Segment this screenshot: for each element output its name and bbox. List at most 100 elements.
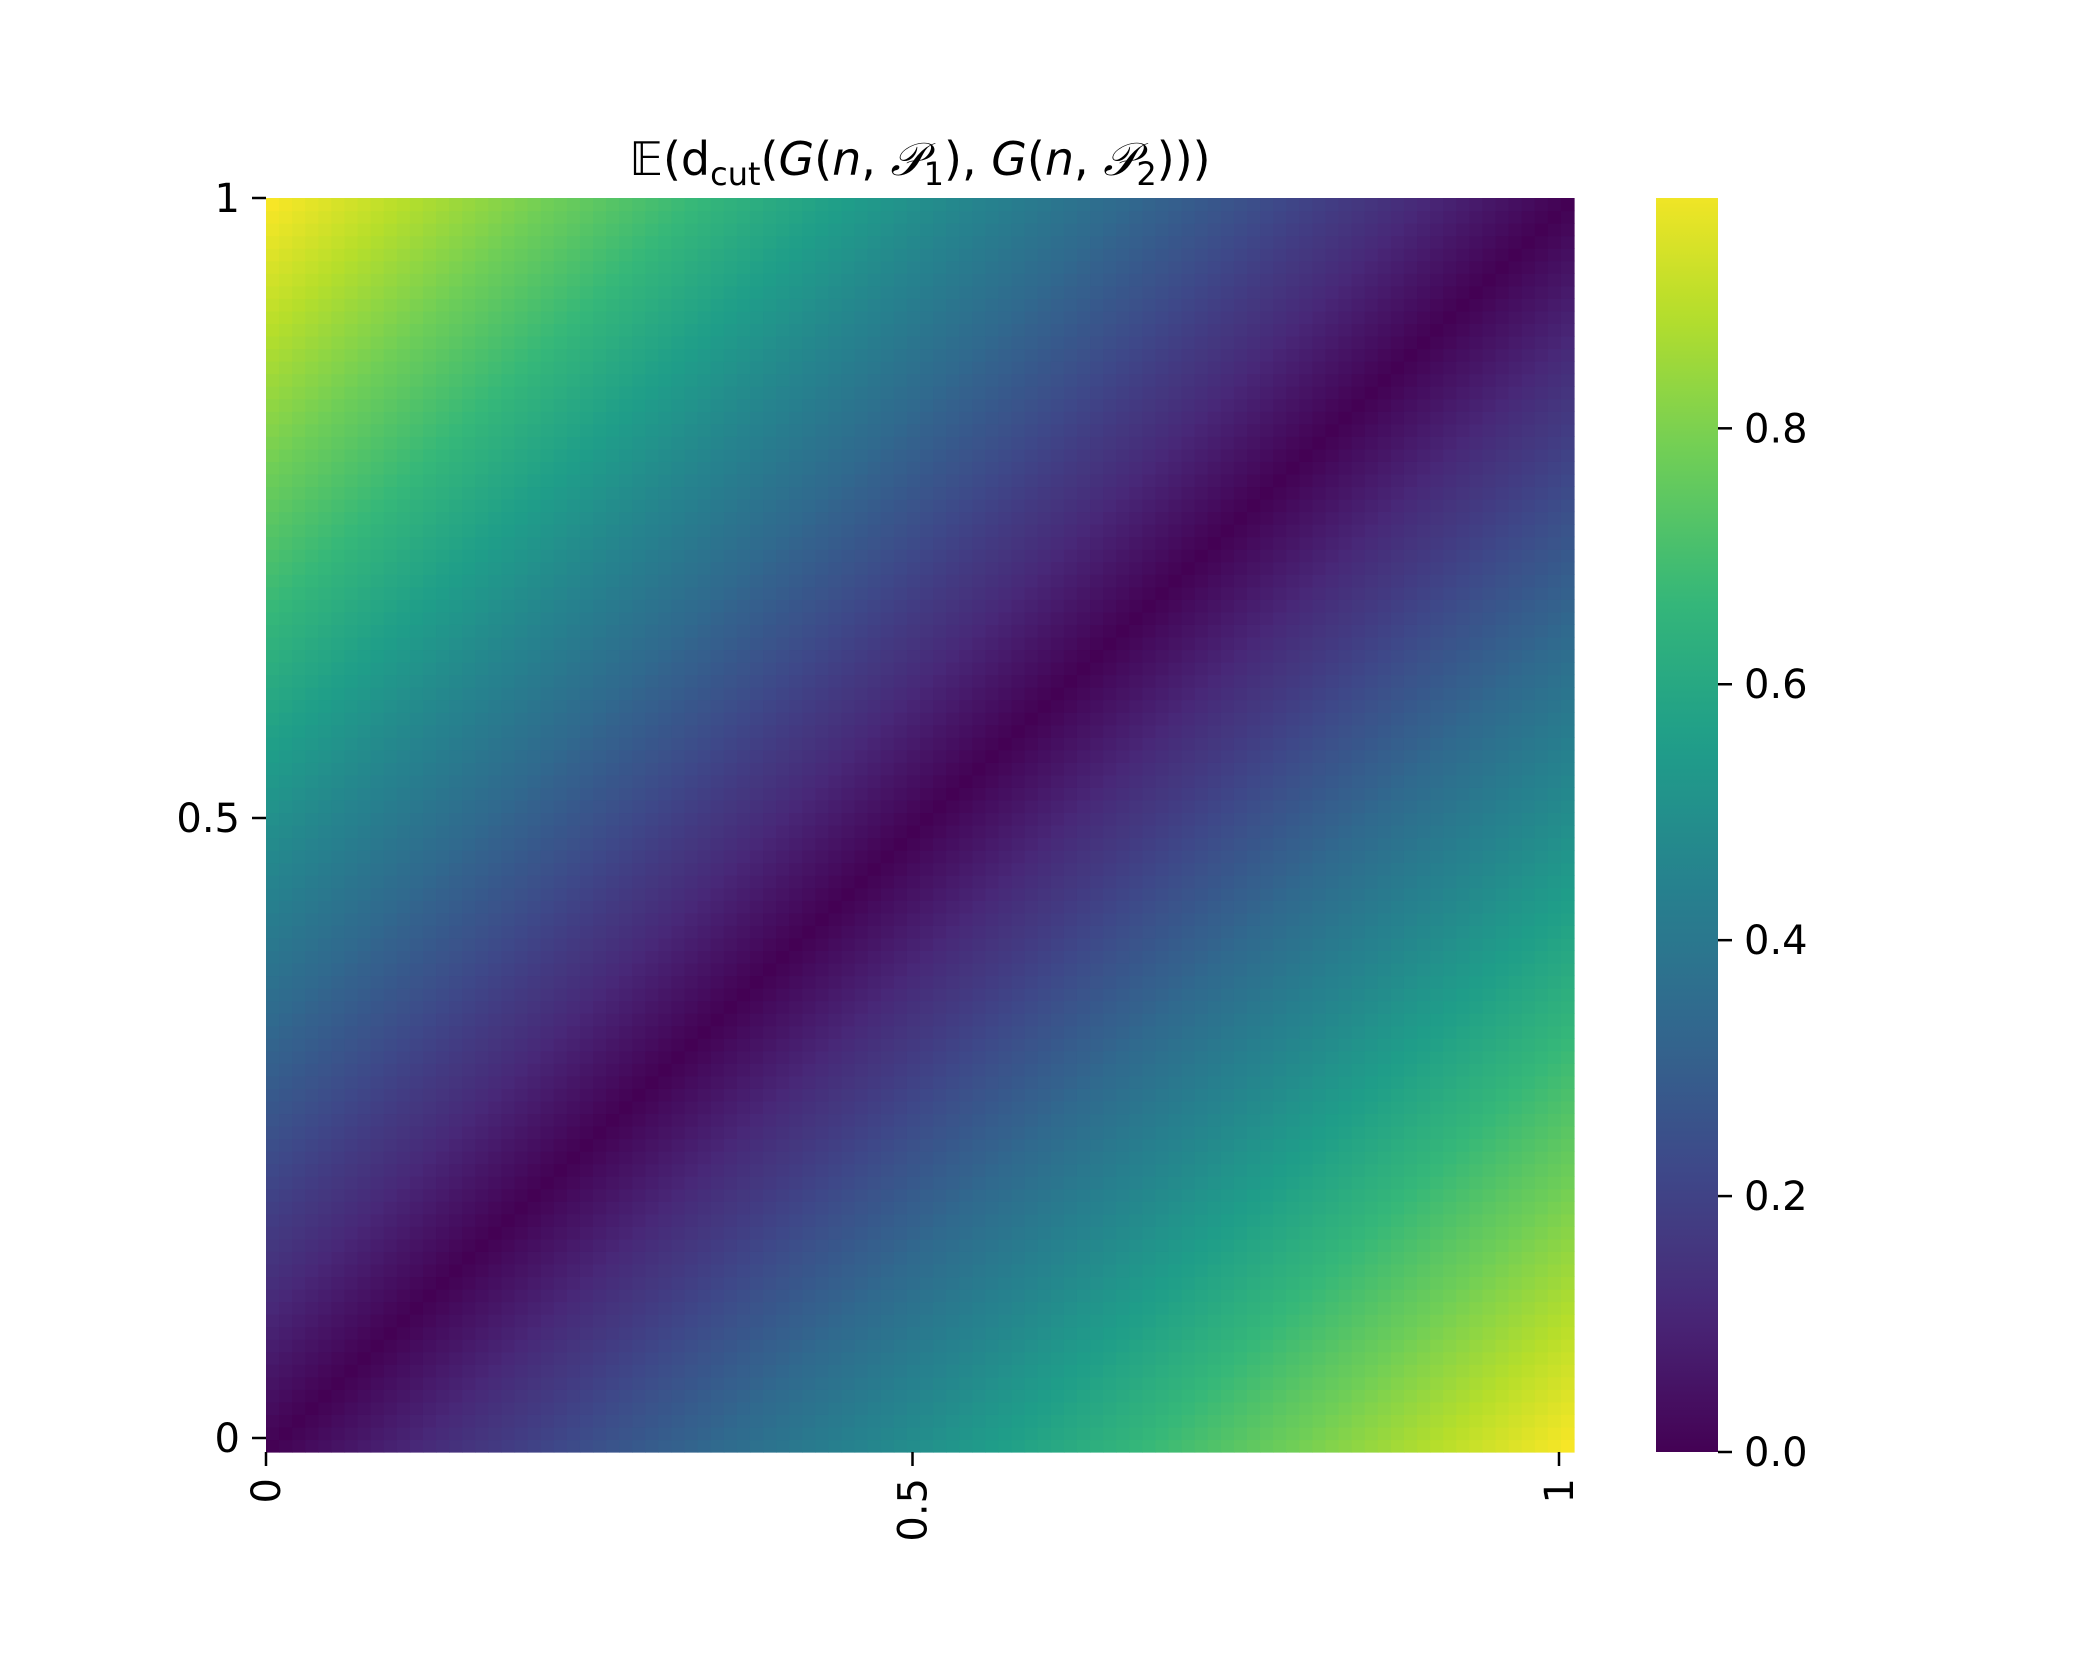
heatmap-cell [1482, 1075, 1497, 1089]
heatmap-cell [305, 875, 319, 889]
heatmap-cell [671, 825, 686, 839]
heatmap-cell [370, 900, 385, 914]
heatmap-cell [658, 1013, 673, 1027]
heatmap-cell [776, 900, 790, 914]
heatmap-cell [684, 1075, 699, 1089]
heatmap-cell [1090, 1201, 1104, 1215]
heatmap-cell [1417, 1038, 1431, 1052]
heatmap-cell [1220, 1075, 1235, 1089]
heatmap-cell [1050, 875, 1065, 889]
heatmap-cell [828, 1414, 843, 1428]
heatmap-cell [867, 862, 882, 876]
heatmap-cell [1273, 1238, 1287, 1252]
heatmap-cell [1103, 962, 1117, 977]
heatmap-cell [1050, 1138, 1065, 1152]
heatmap-cell [1364, 1339, 1379, 1353]
heatmap-cell [697, 1038, 712, 1052]
heatmap-cell [959, 1138, 973, 1152]
heatmap-cell [1037, 1326, 1052, 1340]
heatmap-cell [1286, 1288, 1300, 1303]
heatmap-cell [579, 1288, 594, 1303]
heatmap-cell [1273, 1100, 1287, 1115]
heatmap-cell [475, 962, 489, 977]
heatmap-cell [579, 1038, 594, 1052]
heatmap-cell [1560, 887, 1575, 901]
heatmap-cell [566, 1288, 581, 1303]
heatmap-cell [1286, 887, 1300, 901]
heatmap-cell [1037, 912, 1052, 926]
heatmap-cell [383, 1213, 398, 1227]
heatmap-cell [841, 1213, 856, 1227]
heatmap-cell [1430, 1213, 1444, 1227]
heatmap-cell [1534, 1000, 1549, 1014]
heatmap-cell [1312, 950, 1327, 964]
heatmap-cell [1521, 962, 1536, 977]
heatmap-cell [893, 1050, 908, 1064]
heatmap-cell [1403, 1263, 1418, 1278]
heatmap-cell [409, 1301, 424, 1315]
heatmap-cell [920, 1226, 934, 1240]
heatmap-cell [462, 1401, 476, 1415]
heatmap-cell [449, 1201, 463, 1215]
heatmap-cell [292, 1063, 306, 1077]
heatmap-cell [1364, 1188, 1379, 1202]
heatmap-cell [710, 875, 725, 889]
heatmap-cell [1390, 875, 1405, 889]
heatmap-cell [1417, 837, 1431, 851]
heatmap-cell [1299, 1288, 1313, 1303]
heatmap-cell [880, 988, 895, 1002]
heatmap-cell [697, 1013, 712, 1027]
heatmap-cell [1417, 1075, 1431, 1089]
heatmap-cell [606, 1088, 620, 1102]
heatmap-cell [1417, 900, 1431, 914]
heatmap-cell [1364, 825, 1379, 839]
heatmap-cell [488, 1151, 503, 1165]
heatmap-cell [1482, 962, 1497, 977]
heatmap-cell [697, 1414, 712, 1428]
heatmap-cell [1076, 1176, 1091, 1190]
heatmap-cell [357, 1351, 372, 1365]
heatmap-cell [553, 1301, 568, 1315]
heatmap-cell [671, 1201, 686, 1215]
heatmap-cell [449, 850, 463, 864]
heatmap-cell [1338, 988, 1353, 1002]
heatmap-cell [985, 900, 1000, 914]
heatmap-cell [1142, 875, 1157, 889]
heatmap-cell [436, 1213, 450, 1227]
heatmap-cell [1482, 1426, 1497, 1441]
heatmap-cell [357, 1439, 372, 1453]
heatmap-cell [396, 1013, 411, 1027]
heatmap-cell [1338, 1364, 1353, 1378]
heatmap-cell [1430, 1151, 1444, 1165]
heatmap-cell [370, 1314, 385, 1328]
heatmap-cell [436, 1376, 450, 1390]
heatmap-cell [1116, 862, 1130, 876]
heatmap-cell [1417, 1288, 1431, 1303]
heatmap-cell [1076, 1188, 1091, 1202]
heatmap-cell [1560, 1351, 1575, 1365]
heatmap-cell [1338, 1013, 1353, 1027]
heatmap-cell [645, 1389, 659, 1403]
heatmap-cell [488, 1138, 503, 1152]
heatmap-cell [972, 1263, 986, 1278]
heatmap-cell [619, 1339, 633, 1353]
heatmap-cell [1377, 1176, 1392, 1190]
heatmap-cell [579, 1125, 594, 1140]
heatmap-cell [1390, 962, 1405, 977]
heatmap-cell [1312, 900, 1327, 914]
heatmap-cell [1090, 1401, 1104, 1415]
heatmap-cell [893, 925, 908, 939]
heatmap-cell [632, 1000, 646, 1014]
heatmap-cell [1103, 900, 1117, 914]
heatmap-cell [684, 988, 699, 1002]
heatmap-cell [632, 900, 646, 914]
heatmap-cell [736, 1326, 751, 1340]
heatmap-cell [1508, 975, 1523, 989]
heatmap-cell [553, 1188, 568, 1202]
heatmap-cell [305, 862, 319, 876]
heatmap-cell [1063, 950, 1078, 964]
heatmap-cell [1312, 1339, 1327, 1353]
heatmap-cell [501, 1100, 516, 1115]
heatmap-cell [789, 1138, 803, 1152]
heatmap-cell [710, 1389, 725, 1403]
